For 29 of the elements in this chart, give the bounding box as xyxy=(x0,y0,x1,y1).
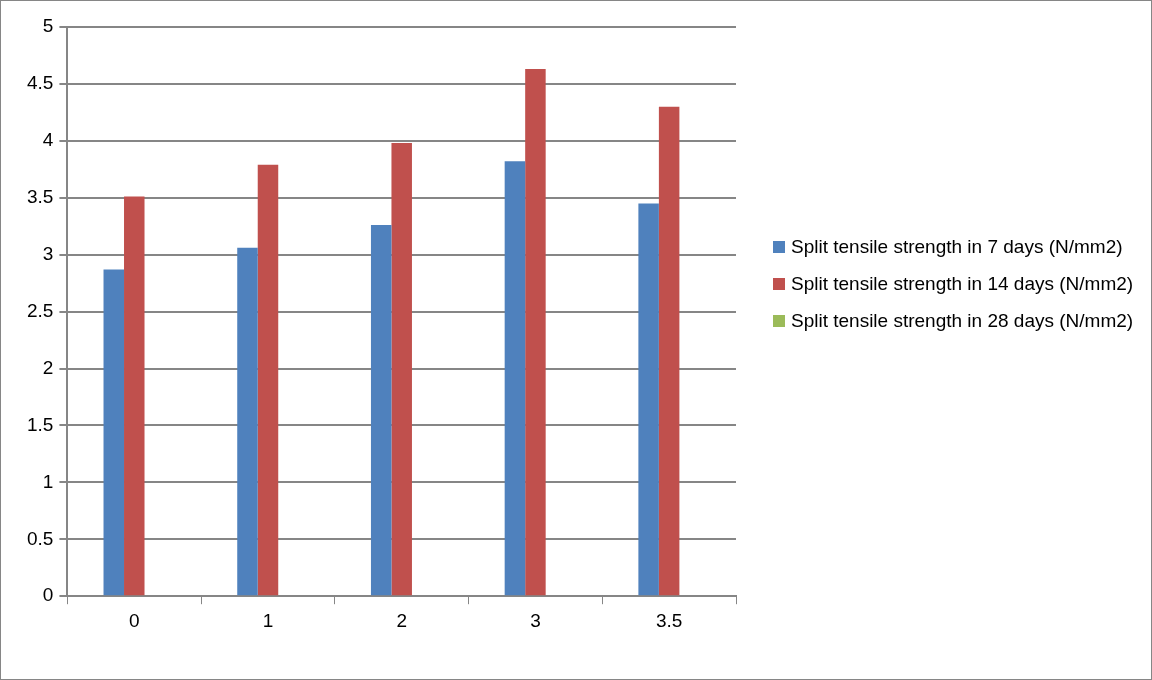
x-tick-label: 1 xyxy=(262,609,274,631)
bar xyxy=(504,161,526,596)
bar xyxy=(391,143,412,596)
y-tick-label: 5 xyxy=(42,15,54,37)
y-tick-label: 3 xyxy=(42,242,54,264)
y-tick-label: 1.5 xyxy=(26,413,54,435)
legend-label: Split tensile strength in 7 days (N/mm2) xyxy=(791,235,1123,259)
bar xyxy=(124,196,145,596)
bar xyxy=(237,247,258,596)
x-tick-label: 2 xyxy=(396,609,407,631)
y-tick-label: 4 xyxy=(42,129,54,151)
bar xyxy=(370,225,392,596)
x-tick-label: 3.5 xyxy=(655,609,683,631)
legend-label: Split tensile strength in 14 days (N/mm2) xyxy=(791,272,1134,296)
bar xyxy=(638,203,659,596)
y-tick-label: 0 xyxy=(42,584,54,606)
y-tick-label: 3.5 xyxy=(26,185,54,207)
bar xyxy=(257,164,279,596)
y-tick-label: 2.5 xyxy=(26,299,54,321)
bar xyxy=(658,106,680,596)
legend-label: Split tensile strength in 28 days (N/mm2) xyxy=(791,309,1134,333)
y-tick-label: 2 xyxy=(42,356,54,378)
bar xyxy=(103,269,125,596)
x-tick-label: 3 xyxy=(530,609,541,631)
y-tick-label: 0.5 xyxy=(26,527,54,549)
bar xyxy=(525,69,546,596)
y-tick-label: 4.5 xyxy=(26,72,54,94)
x-tick-label: 0 xyxy=(128,609,140,631)
y-tick-label: 1 xyxy=(42,470,54,492)
